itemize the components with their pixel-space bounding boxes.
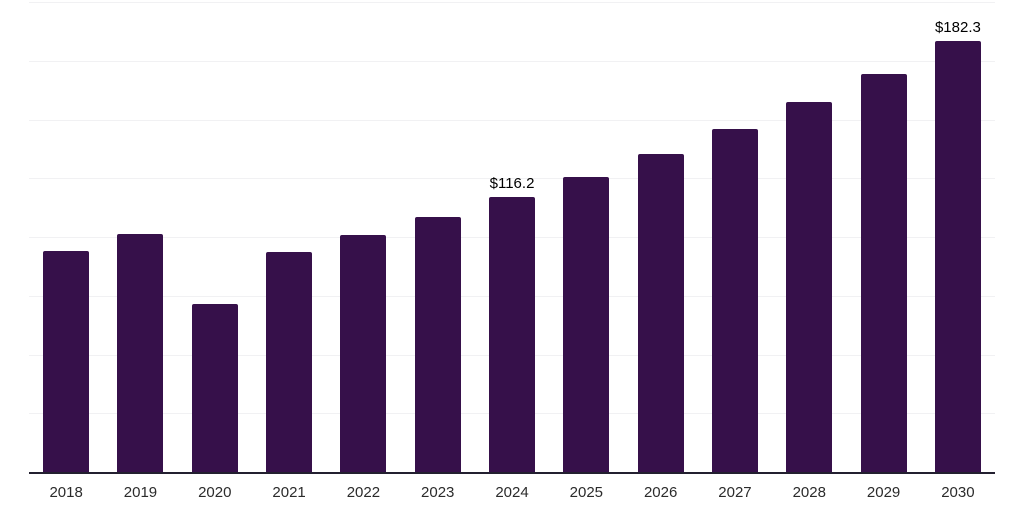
x-tick-2025: 2025 xyxy=(569,484,604,501)
x-tick-2026: 2026 xyxy=(643,484,678,501)
gridline xyxy=(29,60,995,62)
bar-2029 xyxy=(860,73,907,472)
x-tick-2028: 2028 xyxy=(792,484,826,501)
bar-2019 xyxy=(117,234,164,472)
bar-slot-2029 xyxy=(846,2,920,472)
bar-slot-2025 xyxy=(549,2,623,472)
bar-2024 xyxy=(489,197,536,472)
gridline xyxy=(29,178,995,180)
bar-2027 xyxy=(711,129,758,472)
x-axis-tick-labels: 2018 2019 2020 2021 2022 2023 2024 2025 2026 2027… xyxy=(29,484,995,502)
bar-slot-2024: $116.2 xyxy=(475,2,549,472)
x-tick-2023: 2023 xyxy=(421,484,455,501)
bars-container: $116.2 $182.3 xyxy=(29,2,995,472)
bar-2021 xyxy=(266,252,313,472)
bar-value-label-2024: $116.2 xyxy=(489,175,535,193)
bar-2025 xyxy=(563,176,610,472)
bar-2018 xyxy=(43,251,90,472)
bar-slot-2020 xyxy=(178,2,252,472)
x-tick-2020: 2020 xyxy=(198,484,232,501)
gridline xyxy=(29,119,995,121)
plot-area: $116.2 $182.3 xyxy=(29,2,995,474)
bar-2020 xyxy=(191,303,238,472)
bar-slot-2028 xyxy=(772,2,846,472)
bar-slot-2026 xyxy=(624,2,698,472)
bar-slot-2021 xyxy=(252,2,326,472)
bar-slot-2030: $182.3 xyxy=(921,2,995,472)
x-axis-line xyxy=(29,472,995,474)
x-tick-2027: 2027 xyxy=(718,484,752,501)
bar-slot-2027 xyxy=(698,2,772,472)
bar-2022 xyxy=(340,235,387,472)
bar-slot-2022 xyxy=(326,2,400,472)
bar-value-label-2030: $182.3 xyxy=(934,18,981,36)
x-tick-2019: 2019 xyxy=(123,484,158,501)
x-tick-2022: 2022 xyxy=(346,484,381,501)
x-tick-2021: 2021 xyxy=(272,484,306,501)
bar-2026 xyxy=(637,153,684,472)
bar-2023 xyxy=(414,216,461,472)
gridline xyxy=(29,2,995,3)
x-tick-2030: 2030 xyxy=(941,484,975,501)
x-tick-2029: 2029 xyxy=(866,484,901,501)
bar-slot-2018 xyxy=(29,2,103,472)
x-tick-2018: 2018 xyxy=(49,484,83,501)
bar-2030 xyxy=(934,40,981,472)
bar-slot-2019 xyxy=(103,2,177,472)
bar-slot-2023 xyxy=(401,2,475,472)
x-tick-2024: 2024 xyxy=(495,484,529,501)
bar-2028 xyxy=(786,101,833,472)
